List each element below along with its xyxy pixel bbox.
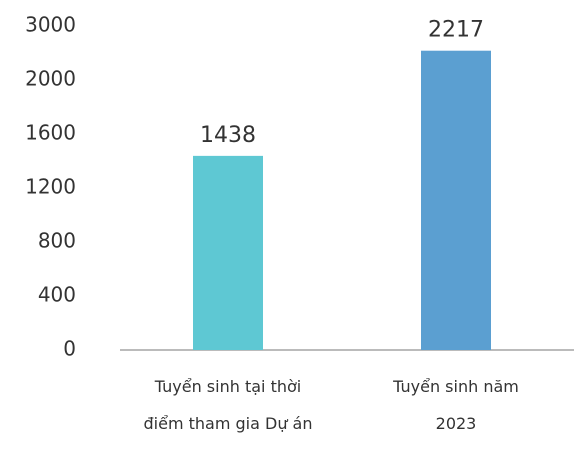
- y-tick-label: 800: [38, 229, 76, 253]
- y-tick-label: 3000: [25, 13, 76, 37]
- value-label: 1438: [200, 123, 256, 148]
- bar: [421, 50, 491, 350]
- y-tick-label: 1200: [25, 175, 76, 199]
- x-tick-label: Tuyển sinh tại thời điểm tham gia Dự án: [143, 377, 313, 433]
- bar: [193, 155, 263, 350]
- x-tick-label: Tuyển sinh năm 2023: [393, 377, 519, 433]
- value-label: 2217: [428, 18, 484, 43]
- y-tick-label: 1600: [25, 121, 76, 145]
- y-tick-label: 2000: [25, 67, 76, 91]
- y-tick-label: 400: [38, 283, 76, 307]
- y-tick-label: 0: [63, 337, 76, 361]
